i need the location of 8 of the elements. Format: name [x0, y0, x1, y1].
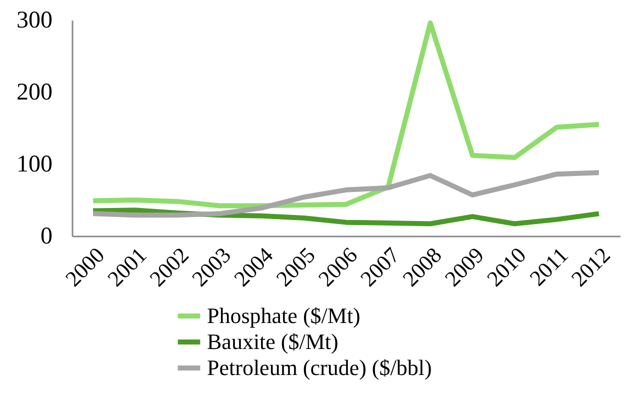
x-tick-label: 2011 — [524, 242, 573, 291]
legend-label: Bauxite ($/Mt) — [207, 329, 338, 354]
y-tick-label: 100 — [16, 152, 52, 178]
y-tick-label: 0 — [40, 224, 52, 250]
legend-label: Phosphate ($/Mt) — [207, 303, 360, 328]
y-tick-label: 300 — [16, 8, 52, 34]
legend-label: Petroleum (crude) ($/bbl) — [207, 355, 432, 380]
y-tick-label: 200 — [16, 80, 52, 106]
